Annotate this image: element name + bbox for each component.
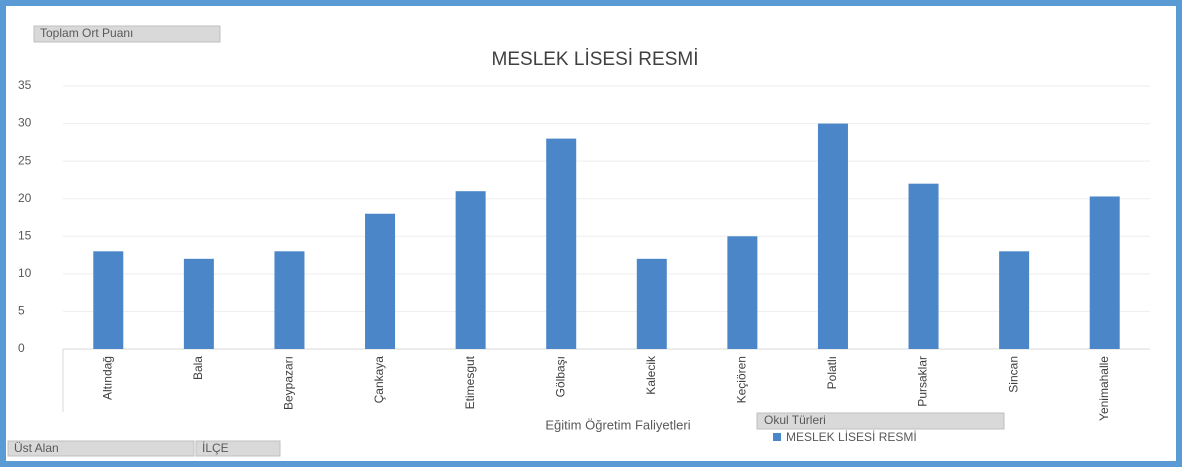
bar [274,251,305,349]
x-tick-label: Kalecik [644,355,658,395]
x-tick-label: Keçiören [735,356,749,403]
legend-label: MESLEK LİSESİ RESMİ [786,430,917,444]
y-tick-label: 10 [18,266,32,280]
x-tick-label: Pursaklar [916,356,930,407]
bar [999,251,1030,349]
filter2-label: İLÇE [202,441,229,455]
bar [817,123,848,349]
y-tick-label: 30 [18,116,32,130]
y-tick-label: 35 [18,78,32,92]
bar [93,251,124,349]
x-tick-label: Etimesgut [463,355,477,409]
legend-field-label: Okul Türleri [764,413,826,427]
bar [546,138,577,349]
x-axis-title: Eğitim Öğretim Faliyetleri [545,417,690,432]
values-field-button[interactable] [33,25,221,43]
y-tick-label: 15 [18,228,32,242]
filter1-button[interactable] [7,440,195,457]
legend-field-button[interactable] [756,412,1005,430]
bar [365,213,396,349]
x-tick-label: Bala [191,356,205,380]
chart-title: MESLEK LİSESİ RESMİ [492,49,699,70]
x-tick-label: Gölbaşı [553,356,567,397]
bar [636,258,667,349]
y-tick-label: 5 [18,304,25,318]
x-tick-label: Çankaya [372,356,386,404]
y-tick-label: 25 [18,153,32,167]
values-field-label: Toplam Ort Puanı [40,26,133,40]
y-tick-label: 0 [18,341,25,355]
y-tick-label: 20 [18,191,32,205]
bar [1089,196,1120,349]
bar [727,236,758,349]
x-tick-label: Yenimahalle [1097,356,1111,421]
bar [455,191,486,349]
filter2-button[interactable] [195,440,281,457]
bar [183,258,214,349]
legend-swatch [773,433,781,441]
x-tick-label: Beypazarı [282,356,296,410]
filter1-label: Üst Alan [14,441,59,455]
x-tick-label: Altındağ [100,356,114,400]
bar [908,183,939,349]
x-tick-label: Polatlı [825,356,839,389]
x-tick-label: Sincan [1006,356,1020,393]
